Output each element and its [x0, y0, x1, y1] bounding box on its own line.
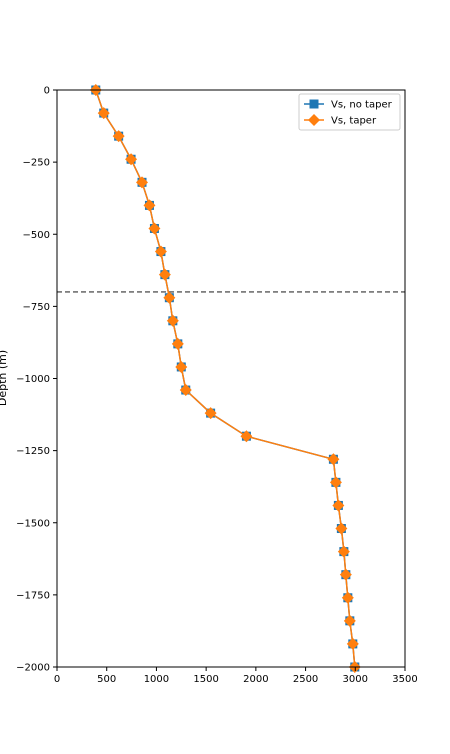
data-point: [175, 360, 188, 373]
data-point: [341, 591, 354, 604]
legend-entry: Vs, no taper: [304, 99, 393, 111]
y-axis-ticks: 0 −250 −500 −750 −1000 −1250 −1500 −1750 −2000: [16, 86, 57, 674]
data-point: [143, 199, 156, 212]
y-tick-label: −750: [23, 302, 50, 313]
y-tick-label: −2000: [16, 663, 50, 674]
data-point: [204, 407, 217, 420]
legend-label: Vs, taper: [331, 116, 377, 127]
y-tick-label: −250: [23, 158, 50, 169]
data-point: [179, 384, 192, 397]
data-point: [166, 314, 179, 327]
data-point: [240, 430, 253, 443]
series-vs-taper: [89, 84, 361, 673]
data-point: [337, 545, 350, 558]
series-line: [95, 89, 356, 668]
data-point: [154, 245, 167, 258]
legend-label: Vs, no taper: [331, 100, 393, 111]
y-tick-label: −1250: [16, 446, 50, 457]
y-tick-label: −500: [23, 230, 50, 241]
data-point: [148, 222, 161, 235]
y-tick-label: 0: [44, 86, 50, 97]
x-tick-label: 1500: [193, 674, 218, 685]
data-point: [329, 476, 342, 489]
data-point: [97, 107, 110, 120]
data-point: [335, 522, 348, 535]
x-tick-label: 2500: [293, 674, 318, 685]
series-layer: [89, 84, 361, 673]
x-tick-label: 500: [97, 674, 116, 685]
data-point: [332, 499, 345, 512]
y-tick-label: −1000: [16, 374, 50, 385]
series-line: [95, 89, 356, 668]
data-point: [343, 614, 356, 627]
data-point: [112, 130, 125, 143]
x-tick-label: 0: [54, 674, 60, 685]
series-vs-no-taper: [91, 85, 360, 672]
data-point: [327, 453, 340, 466]
y-tick-label: −1750: [16, 590, 50, 601]
x-tick-label: 2000: [243, 674, 268, 685]
x-tick-label: 3500: [392, 674, 417, 685]
legend: Vs, no taper Vs, taper: [298, 93, 401, 131]
legend-marker: [308, 114, 320, 126]
legend-box: [298, 93, 401, 131]
y-tick-label: −1500: [16, 518, 50, 529]
data-point: [163, 291, 176, 304]
data-point: [125, 153, 138, 166]
legend-entry: Vs, taper: [304, 114, 377, 127]
data-point: [346, 637, 359, 650]
data-point: [171, 337, 184, 350]
x-axis-ticks: 0 500 1000 1500 2000 2500 3000 3500: [54, 667, 418, 685]
x-tick-label: 1000: [144, 674, 169, 685]
y-axis-label: Depth (m): [0, 350, 9, 406]
axes-frame: [56, 89, 406, 668]
x-tick-label: 3000: [343, 674, 368, 685]
data-point: [339, 568, 352, 581]
data-point: [136, 176, 149, 189]
legend-marker: [309, 99, 319, 109]
data-point: [158, 268, 171, 281]
